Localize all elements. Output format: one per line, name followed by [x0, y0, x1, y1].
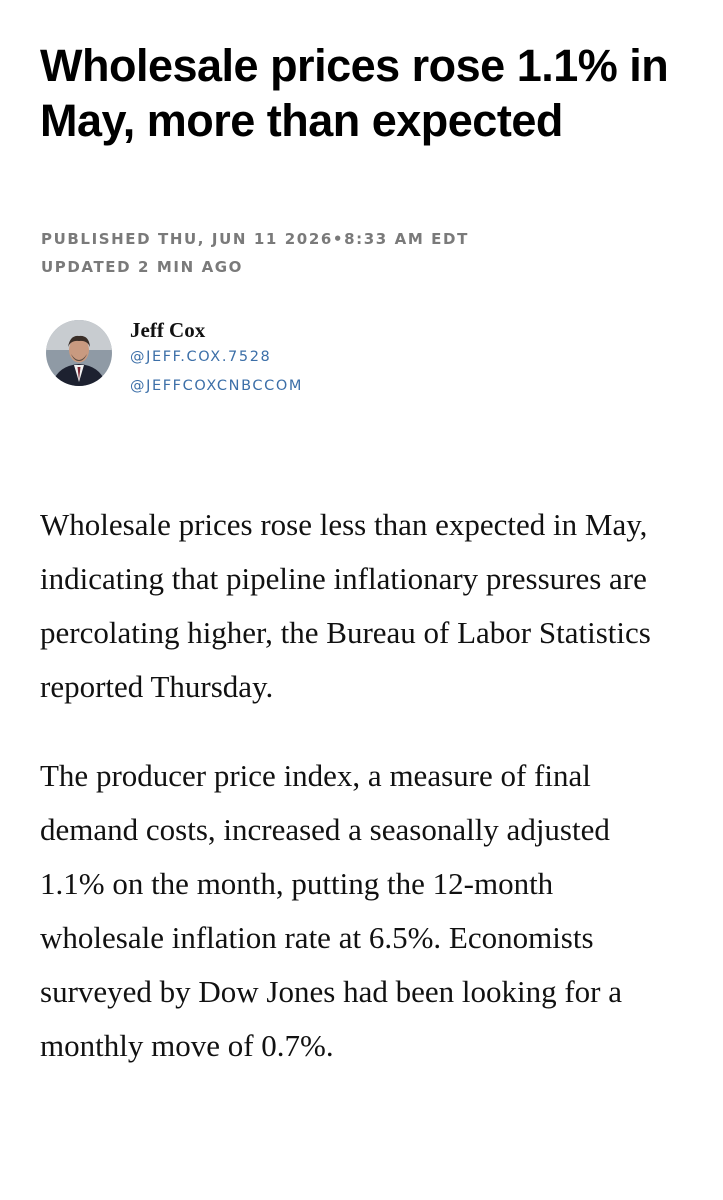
updated-time: UPDATED 2 MIN AGO	[41, 258, 244, 276]
paragraph: Wholesale prices rose less than expected…	[40, 507, 651, 704]
author-handle[interactable]: @JEFF.COX.7528	[130, 349, 272, 365]
published-date: PUBLISHED THU, JUN 11 2026•8:33 AM EDT	[41, 230, 469, 248]
article-body: Wholesale prices rose less than expected…	[40, 498, 660, 1108]
author-handle[interactable]: @JEFFCOXCNBCCOM	[130, 378, 303, 394]
author-name[interactable]: Jeff Cox	[130, 318, 206, 342]
headline: Wholesale prices rose 1.1% in May, more …	[40, 40, 669, 146]
author-avatar[interactable]	[46, 320, 112, 386]
paragraph: The producer price index, a measure of f…	[40, 758, 622, 1063]
